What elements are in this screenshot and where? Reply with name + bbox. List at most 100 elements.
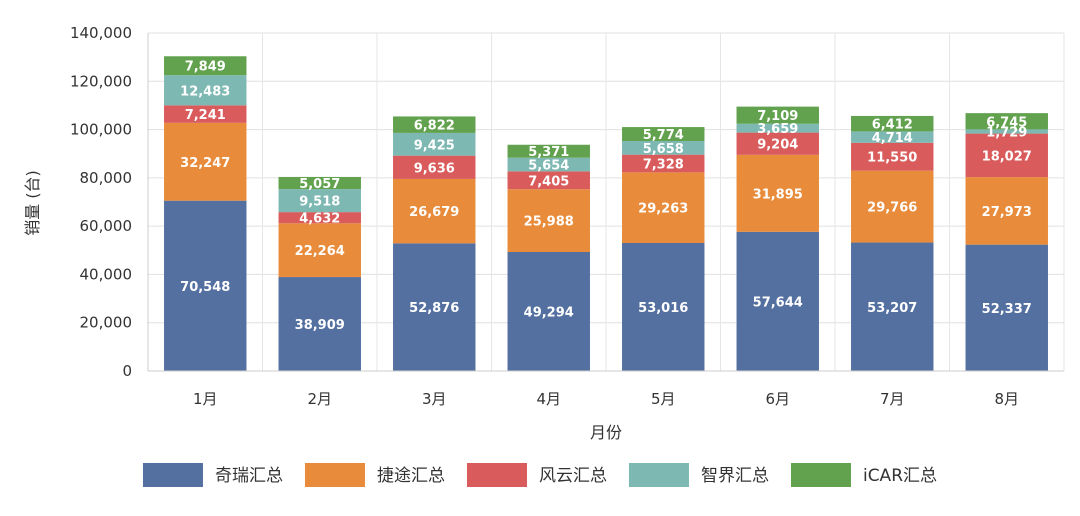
data-label: 57,644 — [753, 295, 803, 310]
bar-segment — [965, 129, 1048, 134]
legend-item[interactable]: 奇瑞汇总 — [142, 463, 283, 487]
bar-segment — [622, 243, 705, 371]
bar-segment — [393, 178, 476, 244]
x-tick-label: 5月 — [651, 390, 676, 408]
legend-label: 风云汇总 — [539, 466, 607, 486]
data-label: 7,328 — [643, 158, 684, 173]
y-tick-label: 40,000 — [80, 265, 133, 283]
bar-segment — [736, 154, 819, 232]
data-label: 18,027 — [982, 149, 1032, 164]
data-label: 6,745 — [986, 115, 1027, 130]
bar-segment — [278, 212, 361, 224]
x-axis-title: 月份 — [590, 423, 622, 442]
data-label: 11,550 — [867, 151, 917, 166]
data-label: 22,264 — [295, 244, 345, 259]
bar-segment — [507, 251, 590, 371]
y-tick-label: 20,000 — [80, 314, 133, 332]
data-label: 7,109 — [757, 109, 798, 124]
legend: 奇瑞汇总 捷途汇总 风云汇总 智界汇总 iCAR汇总 — [142, 463, 937, 487]
data-label: 3,659 — [757, 122, 798, 137]
data-label: 5,654 — [528, 159, 569, 174]
bar-segment — [965, 244, 1048, 371]
bar-segment — [851, 131, 934, 143]
data-label: 5,658 — [643, 142, 684, 157]
x-tick-label: 7月 — [880, 390, 905, 408]
legend-item[interactable]: 捷途汇总 — [304, 463, 445, 487]
legend-item[interactable]: 智界汇总 — [628, 463, 769, 487]
legend-item[interactable]: 风云汇总 — [466, 463, 607, 487]
data-label: 70,548 — [180, 280, 230, 295]
legend-label: 奇瑞汇总 — [215, 466, 283, 486]
bar-segment — [736, 132, 819, 155]
x-tick-label: 6月 — [765, 390, 790, 408]
y-tick-label: 140,000 — [70, 24, 132, 42]
y-tick-label: 60,000 — [80, 217, 133, 235]
bar-segment — [965, 177, 1048, 245]
x-tick-label: 4月 — [536, 390, 561, 408]
bar-segment — [851, 242, 934, 371]
bar-segment — [622, 141, 705, 155]
bar-segment — [851, 170, 934, 243]
bar-segment — [278, 189, 361, 213]
data-label: 9,425 — [414, 138, 455, 153]
bar-segment — [393, 116, 476, 133]
bar-segment — [164, 105, 247, 123]
y-tick-label: 100,000 — [70, 121, 132, 139]
bar-segment — [164, 200, 247, 371]
data-label: 7,849 — [185, 60, 226, 75]
legend-swatch — [466, 463, 527, 487]
data-label: 25,988 — [524, 215, 574, 230]
axes: 0 20,000 40,000 60,000 80,000 100,000 120,000 1… — [70, 24, 1064, 408]
legend-label: 捷途汇总 — [377, 466, 445, 486]
legend-swatch — [790, 463, 851, 487]
bar-segment — [965, 113, 1048, 130]
bar-segment — [507, 157, 590, 172]
bar-segment — [164, 75, 247, 106]
bar-segment — [393, 132, 476, 156]
x-tick-label: 8月 — [994, 390, 1019, 408]
bar-segment — [965, 133, 1048, 178]
bar-segment — [622, 154, 705, 173]
y-tick-label: 120,000 — [70, 72, 132, 90]
data-label: 27,973 — [982, 205, 1032, 220]
bar-segment — [736, 123, 819, 133]
data-label: 5,774 — [643, 128, 684, 143]
bar-segment — [851, 142, 934, 171]
legend-swatch — [628, 463, 689, 487]
x-tick-label: 3月 — [422, 390, 447, 408]
data-label: 12,483 — [180, 84, 230, 99]
legend-swatch — [142, 463, 203, 487]
y-axis-title: 销量 (台) — [23, 170, 42, 236]
bar-segment — [278, 277, 361, 371]
data-label: 53,016 — [638, 301, 688, 316]
bar-segment — [393, 243, 476, 371]
data-label: 52,337 — [982, 302, 1032, 317]
data-label: 31,895 — [753, 187, 803, 202]
data-label: 53,207 — [867, 301, 917, 316]
data-label: 9,204 — [757, 138, 798, 153]
x-tick-label: 1月 — [193, 390, 218, 408]
bar-segment — [278, 176, 361, 190]
data-label: 6,412 — [872, 118, 913, 133]
data-label: 6,822 — [414, 119, 455, 134]
bar-segment — [507, 144, 590, 158]
legend-item[interactable]: iCAR汇总 — [790, 463, 937, 487]
data-label: 5,371 — [528, 145, 569, 160]
data-labels: 70,548 32,247 7,241 12,483 7,849 38,909 22,264… — [180, 60, 1032, 333]
legend-label: 智界汇总 — [701, 466, 769, 486]
bars — [164, 56, 1048, 371]
bar-segment — [622, 127, 705, 142]
y-tick-label: 80,000 — [80, 169, 133, 187]
bar-segment — [736, 106, 819, 124]
data-label: 49,294 — [524, 305, 574, 320]
y-tick-label: 0 — [122, 362, 132, 380]
data-label: 26,679 — [409, 205, 459, 220]
bar-segment — [851, 115, 934, 132]
legend-swatch — [304, 463, 365, 487]
data-label: 29,263 — [638, 202, 688, 217]
data-label: 5,057 — [299, 177, 340, 192]
data-label: 7,241 — [185, 108, 226, 123]
data-label: 1,729 — [986, 125, 1027, 140]
